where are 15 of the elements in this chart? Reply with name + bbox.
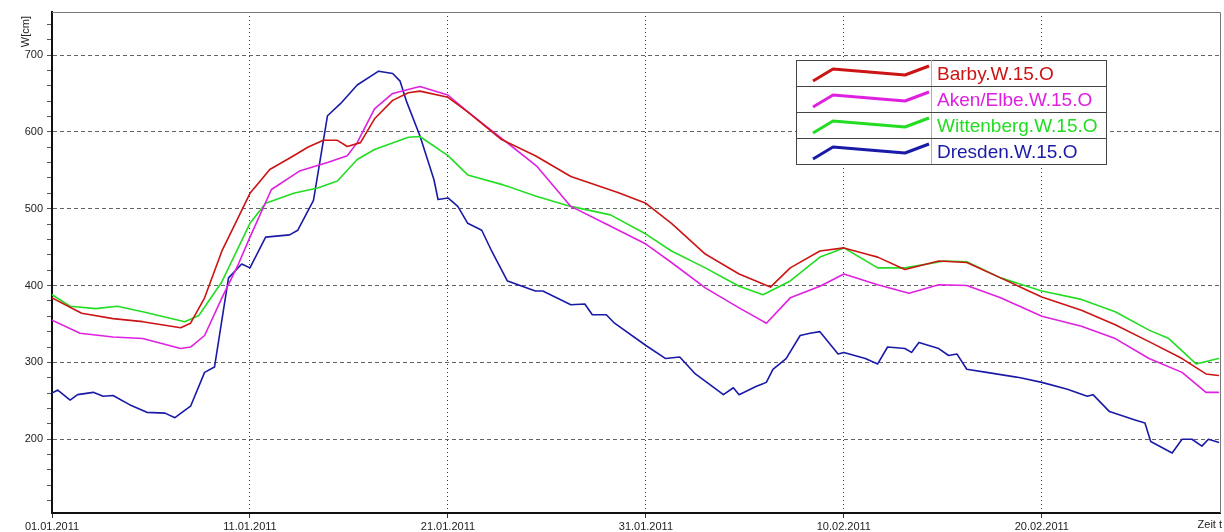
x-tick-label: 10.02.2011 bbox=[816, 519, 871, 532]
legend-table: Barby.W.15.O Aken/Elbe.W.15.O Wittenberg.W.15.O Dresden.W.15.O bbox=[796, 60, 1107, 165]
y-tick-label: 400 bbox=[24, 278, 43, 291]
y-axis-title: W[cm] bbox=[19, 16, 32, 48]
y-tick-label: 300 bbox=[24, 355, 43, 368]
y-tick-label: 500 bbox=[24, 201, 43, 214]
y-tick-label: 200 bbox=[24, 432, 43, 445]
x-axis-title: Zeit t bbox=[1197, 517, 1222, 530]
x-tick-label: 11.01.2011 bbox=[223, 519, 277, 532]
y-tick-label: 700 bbox=[24, 48, 43, 61]
x-tick-label: 20.02.2011 bbox=[1014, 519, 1069, 532]
y-tick-label: 600 bbox=[24, 124, 43, 137]
x-tick-label: 31.01.2011 bbox=[618, 519, 674, 532]
x-tick-label: 21.01.2011 bbox=[420, 519, 476, 532]
x-tick-label: 01.01.2011 bbox=[24, 519, 80, 532]
